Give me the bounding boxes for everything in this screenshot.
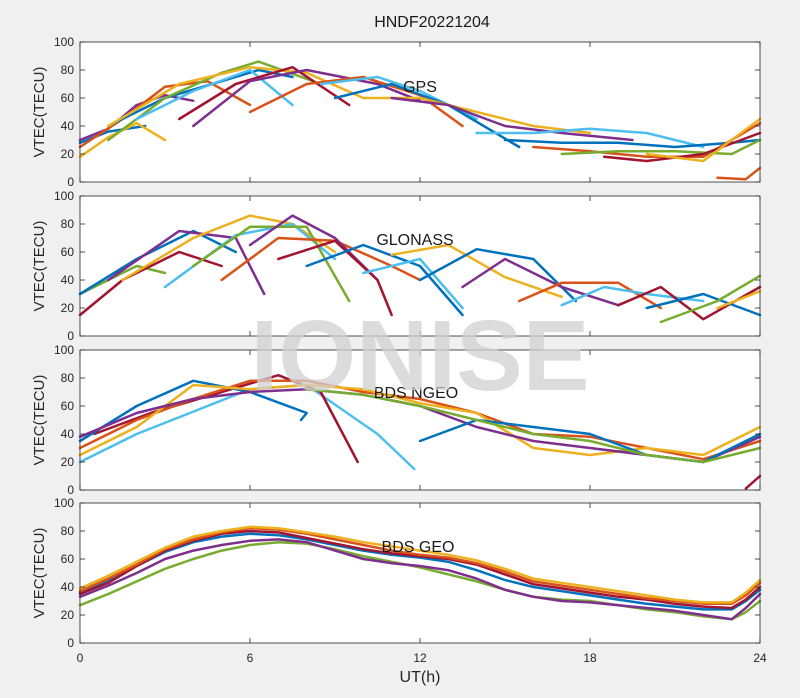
series-line-12 [390,243,563,299]
y-tick-label: 0 [67,483,74,497]
y-tick-label: 20 [61,455,75,469]
y-tick-label: 40 [61,580,75,594]
series-line-21 [716,166,762,181]
series-line-11 [362,257,464,310]
series-line-12 [333,82,521,149]
series-line-0 [78,540,762,621]
panel-0: 0 20 40 60 80 100 VTEC(TECU) GPS [31,35,762,189]
y-axis-label: VTEC(TECU) [31,375,48,466]
y-tick-label: 20 [61,147,75,161]
x-tick-label: 6 [247,651,254,665]
series-line-4 [78,383,762,457]
series-line-19 [659,274,762,324]
x-axis-label: UT(h) [400,669,441,686]
y-axis-label: VTEC(TECU) [31,221,48,312]
series-line-15 [475,127,705,149]
series-group [78,373,762,490]
chart-title: HNDF20221204 [374,14,490,31]
system-label: GLONASS [376,232,453,249]
y-tick-label: 60 [61,245,75,259]
x-tick-label: 18 [583,651,597,665]
series-line-13 [418,247,578,303]
x-tick-label: 24 [753,651,767,665]
panel-2: 0 20 40 60 80 100 VTEC(TECU) BDS NGEO [31,343,762,497]
system-label: BDS GEO [382,539,455,556]
series-line-9 [277,239,393,317]
y-tick-label: 100 [54,343,74,357]
series-line-7 [135,68,294,121]
series-group [78,214,762,324]
series-group [78,60,762,181]
series-line-18 [560,138,762,156]
y-tick-label: 0 [67,329,74,343]
y-axis-label: VTEC(TECU) [31,67,48,158]
series-line-1 [78,250,223,317]
y-tick-label: 80 [61,524,75,538]
y-tick-label: 100 [54,496,74,510]
y-tick-label: 80 [61,63,75,77]
series-line-14 [461,257,620,307]
series-line-20 [716,289,762,310]
system-label: BDS NGEO [374,385,458,402]
series-line-8 [177,65,351,121]
y-tick-label: 0 [67,636,74,650]
panel-3: 0 20 40 60 80 100 0 6 12 18 24 VTEC(TECU) BDS GEO [31,496,767,665]
series-line-4 [78,526,762,606]
plot-area [80,42,760,182]
series-line-4 [121,214,337,282]
series-line-1 [92,373,359,464]
series-line-5 [78,525,762,604]
series-line-0 [78,124,147,145]
series-line-7 [305,387,762,464]
series-line-3 [78,79,252,149]
series-line-20 [645,117,762,163]
series-group [78,525,762,621]
y-tick-label: 40 [61,427,75,441]
y-tick-label: 80 [61,371,75,385]
series-line-10 [248,75,464,128]
watermark-text: IONISE [251,300,590,412]
y-tick-label: 40 [61,119,75,133]
plot-area [80,503,760,643]
y-tick-label: 20 [61,608,75,622]
system-label: GPS [403,79,437,96]
series-line-2 [78,93,195,142]
series-line-2 [78,532,762,611]
series-line-2 [78,229,238,296]
plot-area [80,350,760,490]
y-tick-label: 0 [67,175,74,189]
series-line-14 [390,96,634,142]
panel-1: 0 20 40 60 80 100 VTEC(TECU) GLONASS [31,189,762,343]
y-tick-label: 20 [61,301,75,315]
y-tick-label: 80 [61,217,75,231]
series-line-1 [78,538,762,621]
series-line-9 [192,68,422,128]
series-line-3 [107,229,266,296]
y-tick-label: 60 [61,552,75,566]
series-line-3 [78,529,762,610]
series-line-8 [744,474,762,490]
x-tick-label: 0 [77,651,84,665]
y-tick-label: 60 [61,91,75,105]
y-tick-label: 100 [54,189,74,203]
y-tick-label: 60 [61,399,75,413]
series-line-18 [645,292,762,317]
series-line-0 [78,264,167,296]
y-tick-label: 40 [61,273,75,287]
x-tick-label: 12 [413,651,427,665]
y-tick-label: 100 [54,35,74,49]
y-axis-label: VTEC(TECU) [31,528,48,619]
